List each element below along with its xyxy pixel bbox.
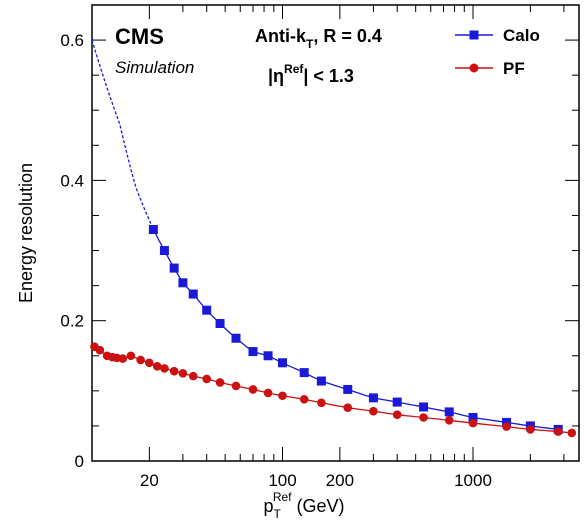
algorithm-label-rest: , R = 0.4 [313, 26, 382, 46]
pf-point [278, 391, 287, 401]
pf-point [317, 398, 326, 408]
pf-point [126, 351, 136, 361]
calo-point [343, 384, 353, 394]
calo-point [392, 397, 402, 407]
x-axis-title-sub: T [273, 507, 281, 521]
legend: Calo PF [455, 26, 540, 78]
calo-point [316, 376, 326, 386]
calo-point [278, 358, 288, 368]
calo-fit-extrapolation [91, 39, 154, 230]
calo-point [263, 351, 273, 361]
pf-point [178, 369, 188, 378]
pf-point [502, 422, 511, 431]
pf-point [95, 345, 105, 355]
eta-cut-post: | < 1.3 [303, 66, 354, 86]
x-tick-label: 200 [326, 471, 354, 490]
pf-point [118, 354, 128, 363]
algorithm-label-sub: T [306, 37, 314, 51]
legend-calo-marker [469, 30, 479, 40]
pf-point [263, 388, 273, 398]
pf-point [343, 403, 353, 412]
algorithm-label: Anti-kT, R = 0.4 [255, 26, 382, 51]
pf-point [231, 381, 241, 391]
x-tick-label: 100 [268, 471, 296, 490]
pf-point [136, 355, 145, 365]
calo-point [215, 318, 225, 328]
x-axis-title: pT Ref (GeV) [263, 490, 344, 521]
legend-pf-label: PF [503, 59, 525, 78]
pf-point [145, 358, 154, 368]
pf-point [567, 428, 577, 438]
pf-point [152, 361, 162, 371]
calo-point [468, 413, 478, 423]
legend-calo-label: Calo [503, 26, 540, 45]
y-tick-label: 0 [75, 452, 84, 471]
calo-point [368, 393, 378, 403]
axis-ticks: 20 100 200 1000 0 0.2 0.4 0.6 [60, 4, 579, 490]
plot-frame [91, 4, 580, 462]
y-axis-title: Energy resolution [16, 163, 36, 303]
pf-point [468, 418, 478, 428]
cms-label: CMS [115, 24, 164, 49]
calo-point [444, 407, 454, 417]
eta-cut-sup: Ref [284, 62, 304, 76]
legend-pf-marker [469, 63, 479, 73]
pf-point [392, 410, 402, 419]
pf-point [160, 364, 169, 373]
algorithm-label-main: Anti-k [255, 26, 307, 46]
data-markers [90, 224, 577, 438]
x-tick-label: 20 [140, 471, 159, 490]
pf-point [553, 427, 563, 436]
pf-point [419, 413, 428, 422]
fit-curves [91, 39, 572, 434]
x-tick-label: 1000 [454, 471, 492, 490]
calo-point [178, 278, 188, 288]
calo-point [148, 224, 158, 234]
calo-point [202, 305, 212, 315]
y-tick-label: 0.6 [60, 31, 84, 50]
eta-cut-label: |ηRef| < 1.3 [268, 62, 354, 86]
pf-point [202, 374, 211, 384]
pf-point [369, 406, 378, 416]
calo-point [299, 368, 309, 378]
x-axis-title-unit: (GeV) [292, 496, 345, 516]
pf-fit-line [94, 346, 572, 434]
calo-point [169, 263, 179, 273]
calo-point [159, 246, 169, 256]
pf-point [188, 371, 198, 381]
calo-point [231, 333, 241, 343]
pf-point [299, 394, 309, 404]
calo-point [188, 289, 198, 299]
pf-point [526, 425, 535, 434]
pf-point [444, 416, 454, 425]
pf-point [248, 385, 258, 394]
calo-point [248, 347, 258, 357]
y-tick-label: 0.4 [60, 171, 84, 190]
simulation-label: Simulation [115, 58, 194, 77]
pf-point [169, 366, 179, 376]
calo-fit-line [152, 229, 559, 431]
x-axis-title-sup: Ref [273, 490, 292, 504]
eta-cut-pre: |η [268, 66, 284, 86]
x-axis-title-main: p [263, 496, 273, 516]
y-tick-label: 0.2 [60, 312, 84, 331]
pf-point [215, 378, 225, 387]
calo-point [419, 402, 429, 412]
